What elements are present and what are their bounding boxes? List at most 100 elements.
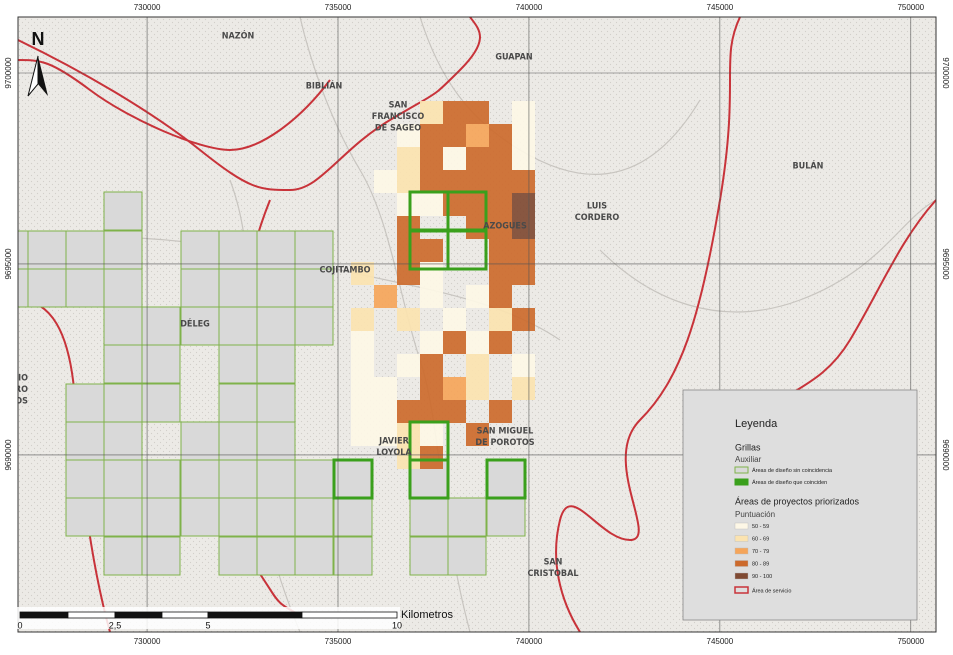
priority-cell (443, 400, 466, 423)
place-label: SAN MIGUEL (477, 427, 534, 437)
grid-cell (256, 536, 296, 576)
priority-cell (443, 377, 466, 400)
grid-cell (65, 268, 105, 308)
grid-cell (141, 306, 181, 346)
place-label: FRANCISCO (372, 112, 425, 122)
grid-cell (141, 344, 181, 384)
legend-label: Áreas de diseño sin coincidencia (752, 467, 833, 474)
grid-cell (256, 230, 296, 270)
legend-group: Grillas (735, 442, 761, 452)
legend-label: 80 - 89 (752, 561, 769, 567)
priority-cell (466, 170, 489, 193)
priority-cell (351, 331, 374, 354)
legend-label: 50 - 59 (752, 524, 769, 530)
priority-cell (466, 147, 489, 170)
grid-cell (141, 459, 181, 499)
legend-swatch (734, 522, 749, 530)
priority-cell (512, 216, 535, 239)
priority-cell (466, 216, 489, 239)
grid-cell (103, 306, 143, 346)
boundary (18, 17, 481, 192)
legend: Leyenda Grillas Auxiliar Áreas de proyec… (682, 389, 918, 621)
grid-cell (218, 268, 258, 308)
priority-cell (443, 124, 466, 147)
grid-cell (218, 344, 258, 384)
priority-cell (420, 170, 443, 193)
priority-cell (466, 354, 489, 377)
easting-label: 735000 (325, 637, 352, 646)
place-label: GUAPAN (495, 53, 533, 63)
priority-cell (489, 331, 512, 354)
priority-cell (512, 124, 535, 147)
grid-cell (294, 306, 334, 346)
northing-label: 9695000 (941, 248, 950, 280)
matching-cell (332, 458, 374, 500)
grid-cell (447, 497, 487, 537)
place-label: SAN (389, 101, 408, 111)
legend-label: Áreas de diseño que coinciden (752, 479, 827, 486)
grid-cell (409, 497, 449, 537)
road (599, 199, 936, 313)
grid-cell (447, 536, 487, 576)
priority-cell (443, 101, 466, 124)
priority-cell (512, 101, 535, 124)
legend-title: Leyenda (735, 418, 778, 430)
place-label: CIOS (6, 397, 28, 407)
grid-cell (294, 459, 334, 499)
place-label: LUIS (587, 202, 607, 212)
matching-cell (446, 229, 488, 271)
scale-segment (207, 611, 303, 619)
priority-cell (512, 377, 535, 400)
grid-cell (65, 230, 105, 270)
priority-cell (397, 170, 420, 193)
priority-cell (466, 193, 489, 216)
scale-label: 5 (205, 620, 210, 630)
grid-cell (180, 497, 220, 537)
place-label: COJITAMBO (319, 266, 370, 276)
priority-cell (489, 400, 512, 423)
easting-label: 735000 (325, 3, 352, 12)
priority-cell (489, 262, 512, 285)
grid-cell (27, 230, 67, 270)
priority-cell (351, 262, 374, 285)
priority-cell (443, 170, 466, 193)
grid-cell (256, 383, 296, 423)
legend-label: 70 - 79 (752, 549, 769, 555)
northing-label: 9700000 (941, 57, 950, 89)
priority-cell (512, 239, 535, 262)
priority-cell (351, 423, 374, 446)
grid-cell (141, 497, 181, 537)
legend-subgroup: Auxiliar (735, 455, 762, 464)
priority-cell (420, 354, 443, 377)
grid-cell (294, 497, 334, 537)
grid-cell (218, 383, 258, 423)
priority-cell (512, 147, 535, 170)
boundary (18, 59, 331, 152)
grid-cell (103, 459, 143, 499)
grid-cell (218, 459, 258, 499)
easting-label: 740000 (516, 637, 543, 646)
priority-cell (512, 193, 535, 216)
place-label: DE SAGEO (375, 124, 421, 134)
priority-cell (466, 101, 489, 124)
priority-cell (374, 170, 397, 193)
grid-cell (65, 383, 105, 423)
legend-box (682, 389, 918, 621)
easting-label: 740000 (516, 3, 543, 12)
place-label: AZOGUES (483, 222, 527, 232)
priority-cell (489, 170, 512, 193)
priority-cell (489, 216, 512, 239)
place-label: AVIO (6, 374, 28, 384)
grid-cell (103, 497, 143, 537)
grid-cell (141, 536, 181, 576)
priority-cell (489, 124, 512, 147)
grid-cell (218, 497, 258, 537)
priority-cell (420, 147, 443, 170)
place-label: DÉLEG (180, 318, 210, 330)
grid-cell (65, 421, 105, 461)
priority-cell (512, 262, 535, 285)
grid-cell (65, 497, 105, 537)
